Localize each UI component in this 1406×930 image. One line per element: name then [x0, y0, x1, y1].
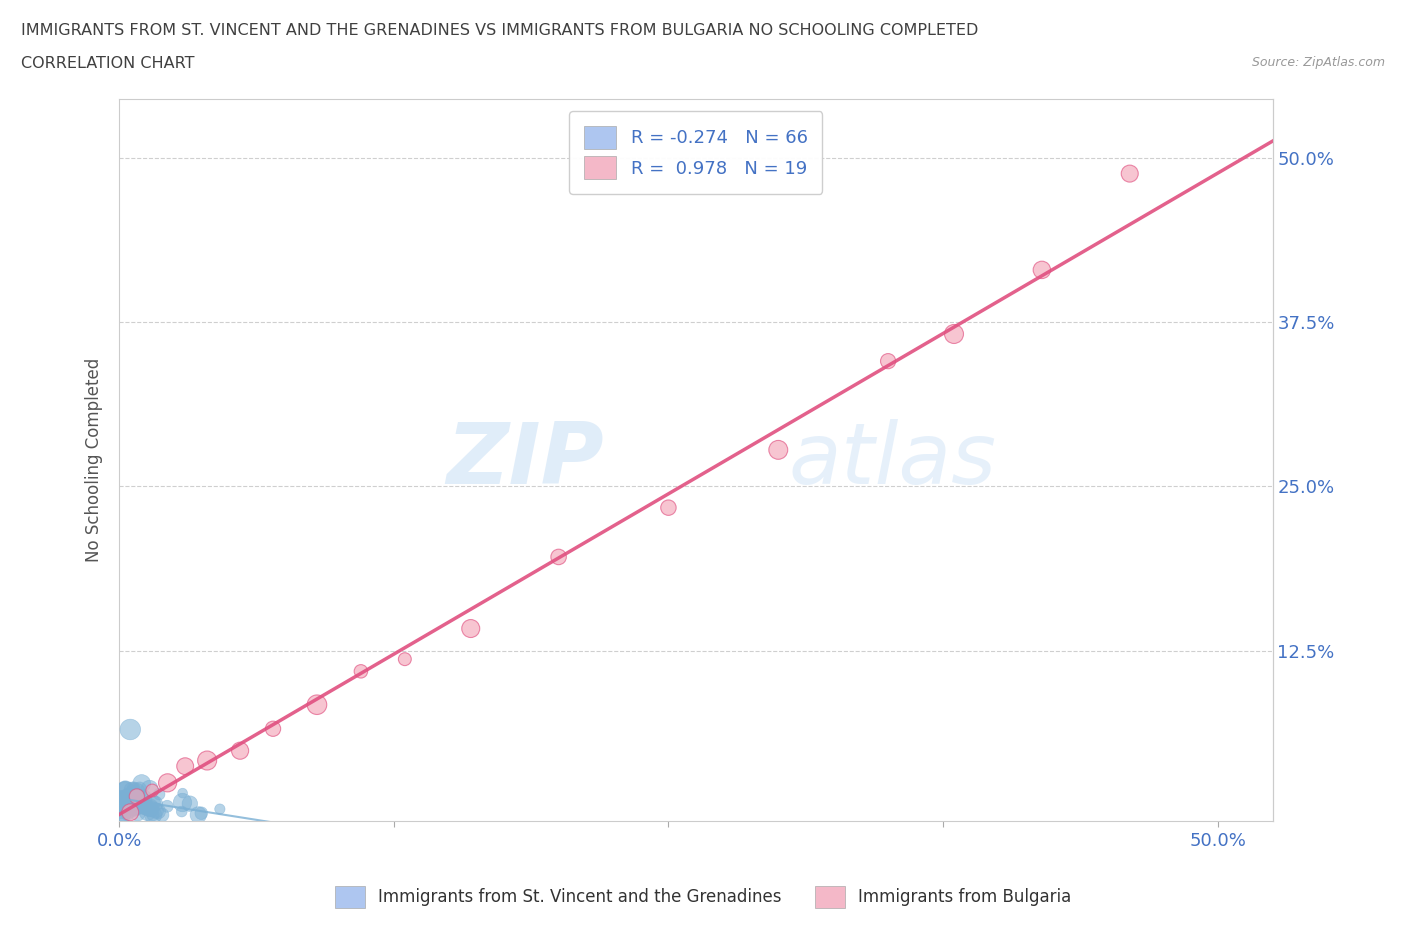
Legend: R = -0.274   N = 66, R =  0.978   N = 19: R = -0.274 N = 66, R = 0.978 N = 19 — [569, 112, 823, 193]
Y-axis label: No Schooling Completed: No Schooling Completed — [86, 358, 103, 563]
Point — [145, 803, 167, 817]
Point — [127, 806, 149, 821]
Point — [138, 781, 160, 796]
Point — [146, 804, 169, 818]
Point — [115, 790, 138, 805]
Point — [122, 780, 145, 795]
Text: ZIP: ZIP — [446, 418, 603, 501]
Point — [877, 353, 900, 368]
Legend: Immigrants from St. Vincent and the Grenadines, Immigrants from Bulgaria: Immigrants from St. Vincent and the Gren… — [328, 880, 1078, 914]
Point — [170, 804, 193, 819]
Point — [131, 777, 153, 791]
Point — [121, 783, 143, 798]
Point — [262, 722, 284, 737]
Point — [156, 799, 179, 814]
Point — [117, 795, 139, 810]
Point — [1119, 166, 1142, 181]
Point — [124, 800, 146, 815]
Point — [124, 799, 146, 814]
Point — [350, 664, 373, 679]
Point — [125, 789, 148, 804]
Point — [229, 743, 252, 758]
Point — [122, 787, 145, 802]
Point — [122, 801, 145, 816]
Point — [114, 783, 136, 798]
Point — [394, 652, 416, 667]
Point — [117, 789, 139, 804]
Point — [127, 800, 149, 815]
Point — [128, 797, 150, 812]
Point — [142, 807, 165, 822]
Point — [114, 782, 136, 797]
Point — [110, 804, 132, 819]
Text: Source: ZipAtlas.com: Source: ZipAtlas.com — [1251, 56, 1385, 69]
Point — [118, 804, 141, 819]
Point — [135, 800, 157, 815]
Point — [943, 326, 966, 341]
Point — [128, 781, 150, 796]
Point — [156, 776, 179, 790]
Point — [125, 790, 148, 805]
Point — [305, 698, 328, 712]
Point — [118, 797, 141, 812]
Point — [128, 794, 150, 809]
Point — [115, 795, 138, 810]
Point — [120, 722, 142, 737]
Point — [120, 796, 142, 811]
Point — [187, 807, 209, 822]
Point — [460, 621, 482, 636]
Point — [138, 800, 160, 815]
Point — [125, 790, 148, 805]
Point — [120, 804, 142, 819]
Text: atlas: atlas — [789, 418, 997, 501]
Point — [111, 807, 134, 822]
Point — [143, 796, 166, 811]
Point — [112, 804, 135, 819]
Point — [110, 799, 132, 814]
Point — [120, 801, 142, 816]
Point — [195, 753, 218, 768]
Point — [208, 802, 231, 817]
Point — [150, 807, 173, 822]
Point — [121, 793, 143, 808]
Point — [132, 791, 155, 806]
Point — [172, 786, 194, 801]
Point — [121, 791, 143, 806]
Point — [657, 500, 679, 515]
Point — [138, 800, 160, 815]
Point — [125, 785, 148, 800]
Point — [142, 807, 165, 822]
Text: CORRELATION CHART: CORRELATION CHART — [21, 56, 194, 71]
Point — [768, 443, 790, 458]
Point — [114, 782, 136, 797]
Point — [141, 796, 163, 811]
Point — [190, 805, 212, 820]
Point — [139, 802, 162, 817]
Point — [179, 796, 201, 811]
Point — [117, 807, 139, 822]
Point — [110, 800, 132, 815]
Point — [136, 805, 159, 820]
Point — [108, 789, 131, 804]
Point — [1031, 262, 1053, 277]
Point — [124, 800, 146, 815]
Point — [122, 792, 145, 807]
Point — [172, 795, 194, 810]
Point — [141, 783, 163, 798]
Point — [174, 759, 197, 774]
Point — [547, 550, 569, 565]
Point — [148, 787, 170, 802]
Text: IMMIGRANTS FROM ST. VINCENT AND THE GRENADINES VS IMMIGRANTS FROM BULGARIA NO SC: IMMIGRANTS FROM ST. VINCENT AND THE GREN… — [21, 23, 979, 38]
Point — [108, 790, 131, 805]
Point — [124, 793, 146, 808]
Point — [132, 799, 155, 814]
Point — [129, 789, 152, 804]
Point — [128, 799, 150, 814]
